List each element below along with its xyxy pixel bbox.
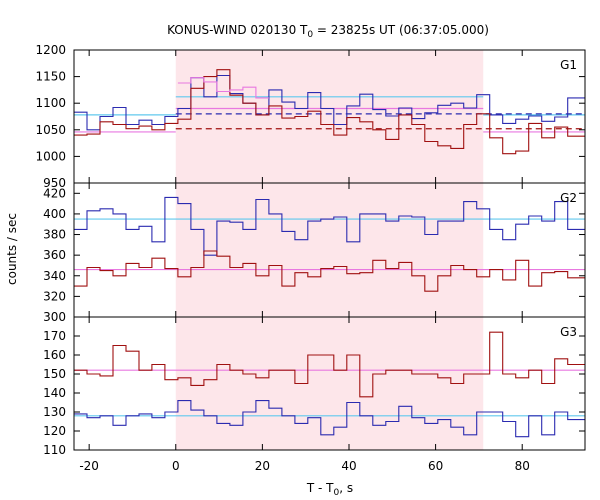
- panel-2-ytick-label: 300: [43, 310, 66, 324]
- x-axis-label: T - T0, s: [306, 481, 353, 498]
- panel-3-ytick-label: 160: [43, 348, 66, 362]
- panel-1-ytick-label: 1150: [35, 70, 66, 84]
- panel-1-series-3: [177, 77, 269, 99]
- panel-2-series-1: [74, 196, 585, 256]
- panel-2-shaded-interval: [175, 183, 484, 317]
- panel-3-series-2: [74, 331, 585, 398]
- x-tick-label: 60: [428, 459, 443, 473]
- title-main: KONUS-WIND 020130 T: [167, 23, 308, 37]
- panel-3-ytick-label: 140: [43, 386, 66, 400]
- panel-3-shaded-interval: [175, 317, 484, 450]
- chart-title: KONUS-WIND 020130 T0 = 23825s UT (06:37:…: [167, 23, 489, 40]
- panel-2-ytick-label: 360: [43, 248, 66, 262]
- x-tick-label: 80: [515, 459, 530, 473]
- x-label-rest: , s: [339, 481, 353, 495]
- panel-1-ytick-label: 1100: [35, 96, 66, 110]
- x-tick-label: 40: [341, 459, 356, 473]
- panel-1-series-1: [74, 74, 585, 131]
- x-tick-label: 20: [255, 459, 270, 473]
- panel-1-ytick-label: 950: [43, 176, 66, 190]
- panel-2-ytick-label: 380: [43, 228, 66, 242]
- panel-1-ytick-label: 1050: [35, 123, 66, 137]
- panel-1-series-2: [74, 69, 585, 155]
- panel-2-series-2: [74, 250, 585, 292]
- panel-2-ytick-label: 400: [43, 207, 66, 221]
- y-axis-label: counts / sec: [5, 213, 19, 285]
- panel-2-ytick-label: 320: [43, 289, 66, 303]
- panel-1-label: G1: [560, 58, 577, 72]
- panel-3-ytick-label: 120: [43, 424, 66, 438]
- panel-1-ytick-label: 1200: [35, 43, 66, 57]
- panel-1-ytick-label: 1000: [35, 149, 66, 163]
- x-label-subscript: 0: [334, 488, 340, 498]
- panel-2-ytick-label: 420: [43, 186, 66, 200]
- x-tick-label: 0: [172, 459, 180, 473]
- panel-3-series-1: [74, 400, 585, 438]
- panel-3-frame: [73, 316, 586, 451]
- panel-3-label: G3: [560, 325, 577, 339]
- panel-3-ytick-label: 150: [43, 367, 66, 381]
- panel-3-ytick-label: 110: [43, 443, 66, 457]
- x-tick-label: -20: [79, 459, 99, 473]
- panel-2-ytick-label: 340: [43, 269, 66, 283]
- x-label-main: T - T: [306, 481, 334, 495]
- panel-3-ytick-label: 130: [43, 405, 66, 419]
- panel-1-shaded-interval: [175, 50, 484, 183]
- panel-2-label: G2: [560, 191, 577, 205]
- title-subscript: 0: [307, 30, 313, 40]
- panel-3-ytick-label: 170: [43, 329, 66, 343]
- title-rest: = 23825s UT (06:37:05.000): [313, 23, 489, 37]
